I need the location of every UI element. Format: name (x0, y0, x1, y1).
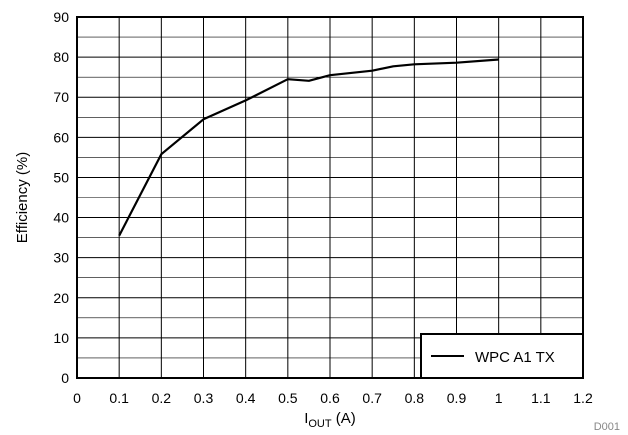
x-tick-label: 0.6 (320, 390, 340, 406)
x-tick-label: 0.2 (152, 390, 172, 406)
x-axis-label: IOUT (A) (304, 410, 356, 430)
x-tick-label: 1.2 (573, 390, 593, 406)
x-axis-label-subscript: OUT (308, 418, 332, 430)
x-tick-label: 0.3 (194, 390, 214, 406)
x-tick-label: 0.4 (236, 390, 256, 406)
legend-label: WPC A1 TX (475, 349, 555, 366)
x-tick-labels: 0 0.1 0.2 0.3 0.4 0.5 0.6 0.7 0.8 0.9 1 1.1 1.2 (73, 390, 593, 406)
series-layer (118, 58, 499, 237)
x-tick-label: 0.8 (405, 390, 425, 406)
y-tick-label: 90 (53, 9, 69, 25)
y-tick-label: 60 (53, 129, 69, 145)
x-tick-label: 0 (73, 390, 81, 406)
x-tick-label: 0.1 (109, 390, 129, 406)
y-axis-label: Efficiency (%) (14, 152, 31, 243)
y-tick-labels: 0 10 20 30 40 50 60 70 80 90 (53, 9, 69, 386)
x-axis-label-main: I (304, 410, 308, 427)
x-tick-label: 0.7 (362, 390, 382, 406)
y-tick-label: 70 (53, 89, 69, 105)
grid-lines (76, 16, 584, 379)
x-tick-label: 1 (495, 390, 503, 406)
x-axis-label-unit: (A) (332, 410, 356, 427)
figure-id-watermark: D001 (594, 421, 620, 433)
y-tick-label: 10 (53, 330, 69, 346)
series-line (118, 58, 499, 237)
y-tick-label: 50 (53, 169, 69, 185)
plot-frame (76, 16, 584, 379)
x-tick-label: 0.9 (447, 390, 467, 406)
legend: WPC A1 TX (420, 333, 584, 379)
y-tick-label: 40 (53, 210, 69, 226)
x-tick-label: 1.1 (531, 390, 551, 406)
x-tick-label: 0.5 (278, 390, 298, 406)
y-tick-label: 80 (53, 49, 69, 65)
y-tick-label: 20 (53, 290, 69, 306)
y-tick-label: 30 (53, 250, 69, 266)
y-tick-label: 0 (61, 370, 69, 386)
